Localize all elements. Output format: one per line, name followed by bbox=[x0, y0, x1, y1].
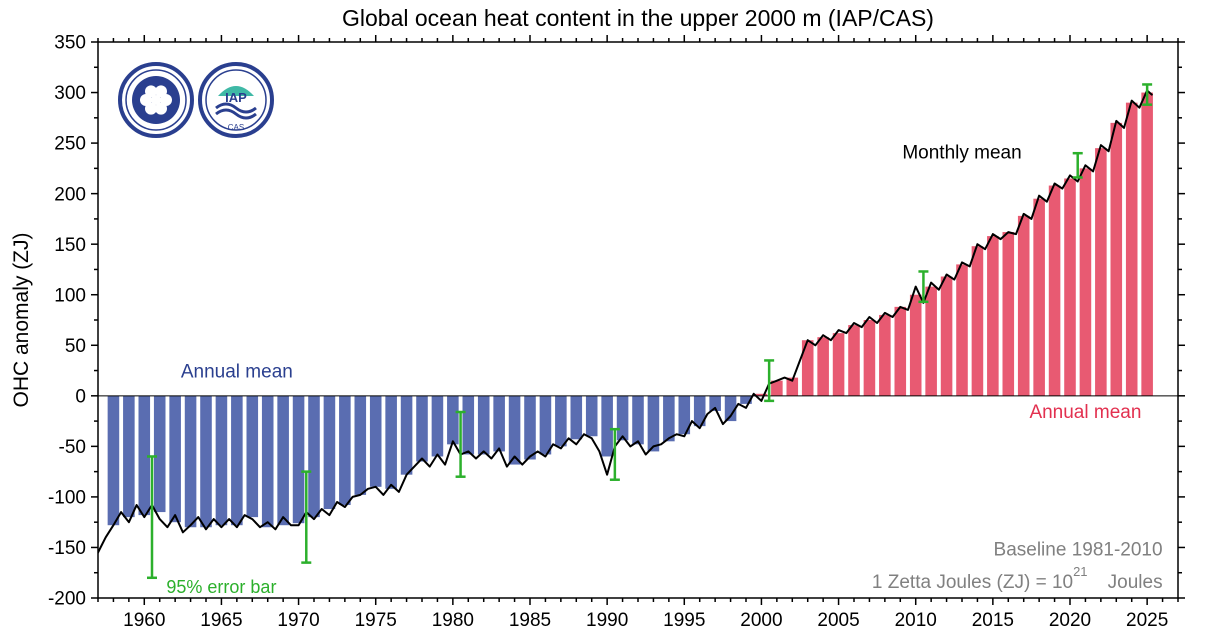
annual-bar bbox=[108, 396, 120, 525]
annual-bar bbox=[663, 396, 675, 441]
annual-bar bbox=[1111, 123, 1123, 396]
annual-bar bbox=[231, 396, 243, 525]
annual-bar bbox=[1126, 103, 1138, 396]
annual-bar bbox=[601, 396, 613, 457]
x-tick-label: 1990 bbox=[586, 610, 628, 631]
iap-logo-text: IAP bbox=[225, 90, 247, 105]
x-tick-label: 1995 bbox=[663, 610, 705, 631]
annual-bar bbox=[1033, 199, 1045, 396]
annual-bar bbox=[833, 333, 845, 396]
annual-bar bbox=[1003, 232, 1015, 396]
annual-bar bbox=[879, 315, 891, 396]
iap-logo-subtext: CAS bbox=[228, 123, 244, 132]
annual-bar bbox=[123, 396, 135, 517]
annual-bar bbox=[1018, 216, 1030, 396]
annual-bar bbox=[1141, 93, 1153, 396]
label-error-bar: 95% error bar bbox=[166, 577, 276, 597]
x-tick-label: 2000 bbox=[740, 610, 782, 631]
annual-bar bbox=[277, 396, 289, 525]
annual-bar bbox=[216, 396, 228, 525]
y-tick-label: 300 bbox=[54, 83, 86, 104]
y-tick-label: 250 bbox=[54, 134, 86, 155]
annual-bar bbox=[895, 307, 907, 396]
chart-title: Global ocean heat content in the upper 2… bbox=[342, 5, 934, 31]
annual-bar bbox=[463, 396, 475, 455]
annual-bar bbox=[848, 325, 860, 396]
y-tick-label: -150 bbox=[48, 538, 86, 559]
annual-bar bbox=[432, 396, 444, 457]
annual-bar bbox=[308, 396, 320, 517]
y-tick-label: 0 bbox=[75, 386, 86, 407]
annual-bar bbox=[910, 295, 922, 396]
x-tick-label: 1975 bbox=[355, 610, 397, 631]
label-zj-def-b: Joules bbox=[1108, 572, 1163, 593]
cas-logo-icon bbox=[120, 64, 192, 136]
x-tick-label: 1970 bbox=[277, 610, 319, 631]
label-zj-def-a: 1 Zetta Joules (ZJ) = 10 bbox=[872, 572, 1073, 593]
annual-bar bbox=[370, 396, 382, 487]
annual-bar bbox=[493, 396, 505, 452]
annual-bar bbox=[1064, 178, 1076, 395]
annual-bar bbox=[864, 320, 876, 396]
annual-bar bbox=[447, 396, 459, 445]
annual-bar bbox=[169, 396, 181, 522]
label-zj-def-exp: 21 bbox=[1073, 564, 1087, 579]
annual-bar bbox=[200, 396, 212, 527]
annual-bar bbox=[987, 236, 999, 396]
label-monthly-mean: Monthly mean bbox=[902, 142, 1021, 163]
y-tick-label: 350 bbox=[54, 33, 86, 54]
annual-bar bbox=[632, 396, 644, 445]
iap-logo-icon: IAP CAS bbox=[200, 64, 272, 136]
y-tick-label: 50 bbox=[65, 336, 86, 357]
label-baseline: Baseline 1981-2010 bbox=[994, 540, 1163, 561]
annual-bar bbox=[586, 396, 598, 436]
x-tick-label: 2025 bbox=[1126, 610, 1168, 631]
y-tick-label: 200 bbox=[54, 184, 86, 205]
annual-bar bbox=[648, 396, 660, 452]
annual-bar bbox=[385, 396, 397, 489]
annual-bar bbox=[339, 396, 351, 505]
chart-svg: Global ocean heat content in the upper 2… bbox=[0, 0, 1208, 639]
y-tick-label: 100 bbox=[54, 285, 86, 306]
x-tick-label: 1965 bbox=[200, 610, 242, 631]
x-tick-label: 1985 bbox=[509, 610, 551, 631]
x-tick-label: 1980 bbox=[432, 610, 474, 631]
annual-bar bbox=[1080, 168, 1092, 395]
annual-bar bbox=[355, 396, 367, 495]
annual-bar bbox=[401, 396, 413, 475]
annual-bar bbox=[540, 396, 552, 455]
annual-bar bbox=[972, 246, 984, 396]
annual-bar bbox=[941, 277, 953, 396]
x-tick-label: 1960 bbox=[123, 610, 165, 631]
annual-bar bbox=[324, 396, 336, 509]
x-tick-label: 2020 bbox=[1049, 610, 1091, 631]
x-tick-label: 2015 bbox=[972, 610, 1014, 631]
label-annual-mean-negative: Annual mean bbox=[181, 362, 293, 383]
annual-bar bbox=[262, 396, 274, 527]
annual-bar bbox=[154, 396, 166, 512]
label-annual-mean-positive: Annual mean bbox=[1029, 402, 1141, 423]
annual-bar bbox=[524, 396, 536, 460]
annual-bar bbox=[247, 396, 259, 517]
annual-bar bbox=[571, 396, 583, 439]
annual-bar bbox=[956, 264, 968, 395]
y-tick-label: -50 bbox=[59, 437, 86, 458]
y-axis-label: OHC anomaly (ZJ) bbox=[10, 232, 33, 407]
annual-bar bbox=[293, 396, 305, 523]
y-tick-label: -100 bbox=[48, 488, 86, 509]
x-tick-label: 2010 bbox=[895, 610, 937, 631]
annual-bar bbox=[817, 337, 829, 396]
annual-bar bbox=[478, 396, 490, 455]
annual-bar bbox=[185, 396, 197, 527]
annual-bar bbox=[555, 396, 567, 447]
y-tick-label: 150 bbox=[54, 235, 86, 256]
chart-container: Global ocean heat content in the upper 2… bbox=[0, 0, 1208, 639]
annual-bar bbox=[1095, 148, 1107, 396]
annual-bar bbox=[617, 396, 629, 440]
annual-bar bbox=[1049, 186, 1061, 396]
y-tick-label: -200 bbox=[48, 589, 86, 610]
annual-bar bbox=[416, 396, 428, 462]
annual-bar bbox=[509, 396, 521, 465]
x-tick-label: 2005 bbox=[817, 610, 859, 631]
